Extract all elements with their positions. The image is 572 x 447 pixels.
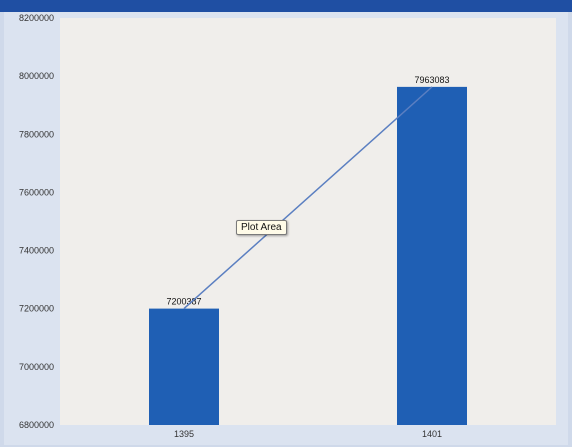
y-tick-label: 8200000 — [19, 13, 54, 23]
header-strip — [0, 0, 572, 12]
y-tick-label: 7000000 — [19, 362, 54, 372]
y-tick-label: 7400000 — [19, 246, 54, 256]
x-tick-label: 1395 — [174, 429, 194, 439]
bar — [397, 86, 467, 425]
data-label: 7963083 — [414, 75, 449, 85]
y-tick-label: 8000000 — [19, 71, 54, 81]
y-tick-label: 7200000 — [19, 304, 54, 314]
x-tick-label: 1401 — [422, 429, 442, 439]
data-label: 7200387 — [166, 297, 201, 307]
plot-area-tooltip: Plot Area — [236, 220, 287, 235]
trend-line — [183, 86, 433, 310]
y-tick-label: 7800000 — [19, 129, 54, 139]
bar-chart: 6800000 7000000 7200000 7400000 7600000 78000… — [19, 13, 556, 439]
plot-area — [60, 18, 556, 425]
y-tick-label: 7600000 — [19, 187, 54, 197]
bar — [149, 308, 219, 425]
chart-frame: 6800000 7000000 7200000 7400000 7600000 78000… — [4, 12, 568, 445]
y-tick-label: 6800000 — [19, 420, 54, 430]
